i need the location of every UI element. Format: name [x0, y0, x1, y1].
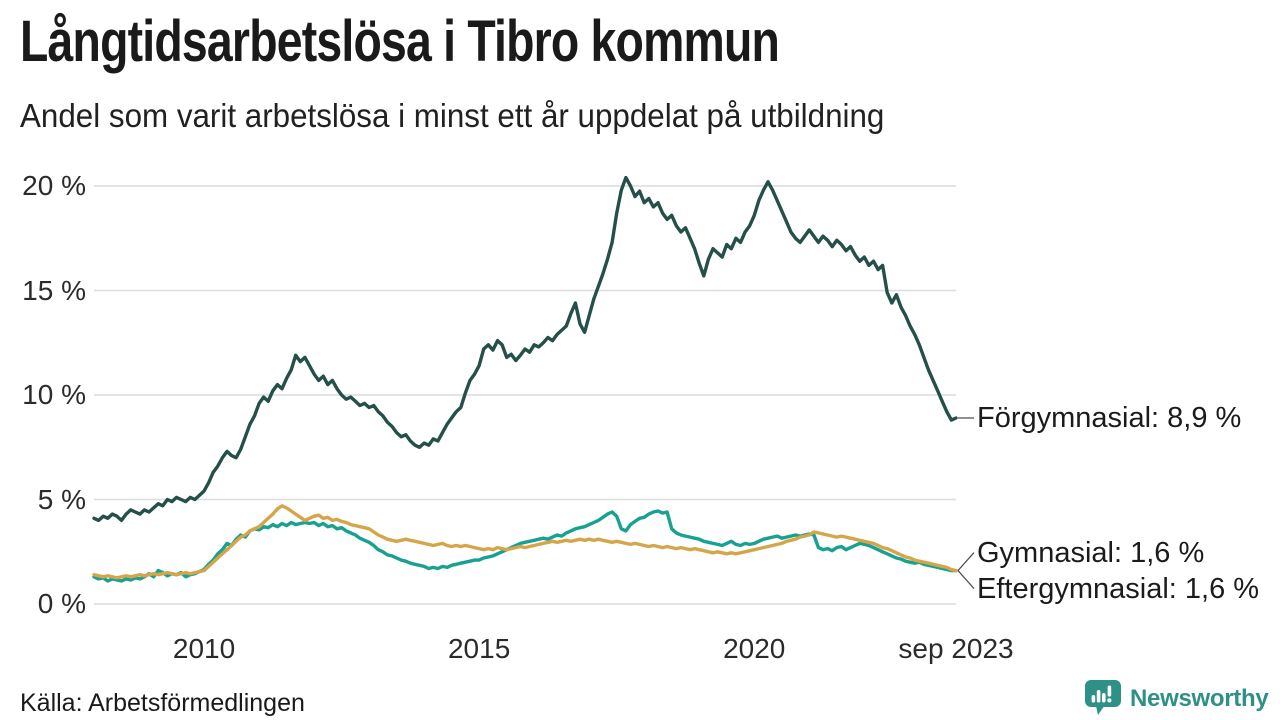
x-axis-tick-label: 2020	[723, 633, 786, 664]
series-line-eftergymnasial	[92, 504, 958, 580]
bar-chart-exclamation-glyph	[1091, 685, 1112, 703]
x-axis-tick-label: 2015	[447, 633, 511, 664]
series-end-label-förgymnasial: Förgymnasial: 8,9 %	[977, 401, 1242, 434]
chart-subtitle: Andel som varit arbetslösa i minst ett å…	[20, 97, 885, 134]
y-axis-tick-label: 0 %	[37, 588, 86, 619]
end-label-connector	[957, 570, 975, 589]
series-lines	[92, 175, 958, 583]
y-axis-tick-label: 20 %	[22, 170, 86, 201]
series-end-label-gymnasial: Gymnasial: 1,6 %	[977, 536, 1205, 569]
end-label-connector	[957, 552, 975, 571]
end-label-connectors	[957, 417, 975, 589]
series-end-label-eftergymnasial: Eftergymnasial: 1,6 %	[977, 572, 1260, 605]
newsworthy-wordmark: Newsworthy	[1130, 685, 1269, 712]
newsworthy-logo-icon	[1085, 680, 1121, 715]
gridlines	[94, 185, 956, 605]
y-axis-tick-label: 5 %	[37, 483, 86, 515]
series-line-förgymnasial	[92, 175, 958, 523]
source-note: Källa: Arbetsförmedlingen	[20, 689, 305, 717]
x-axis-tick-label: sep 2023	[898, 633, 1014, 664]
y-axis-tick-label: 10 %	[22, 379, 86, 410]
y-axis-tick-label: 15 %	[22, 274, 86, 306]
x-axis-tick-label: 2010	[172, 633, 236, 664]
newsworthy-brand: Newsworthy	[1084, 679, 1269, 719]
chart-title: Långtidsarbetslösa i Tibro kommun	[20, 9, 780, 74]
